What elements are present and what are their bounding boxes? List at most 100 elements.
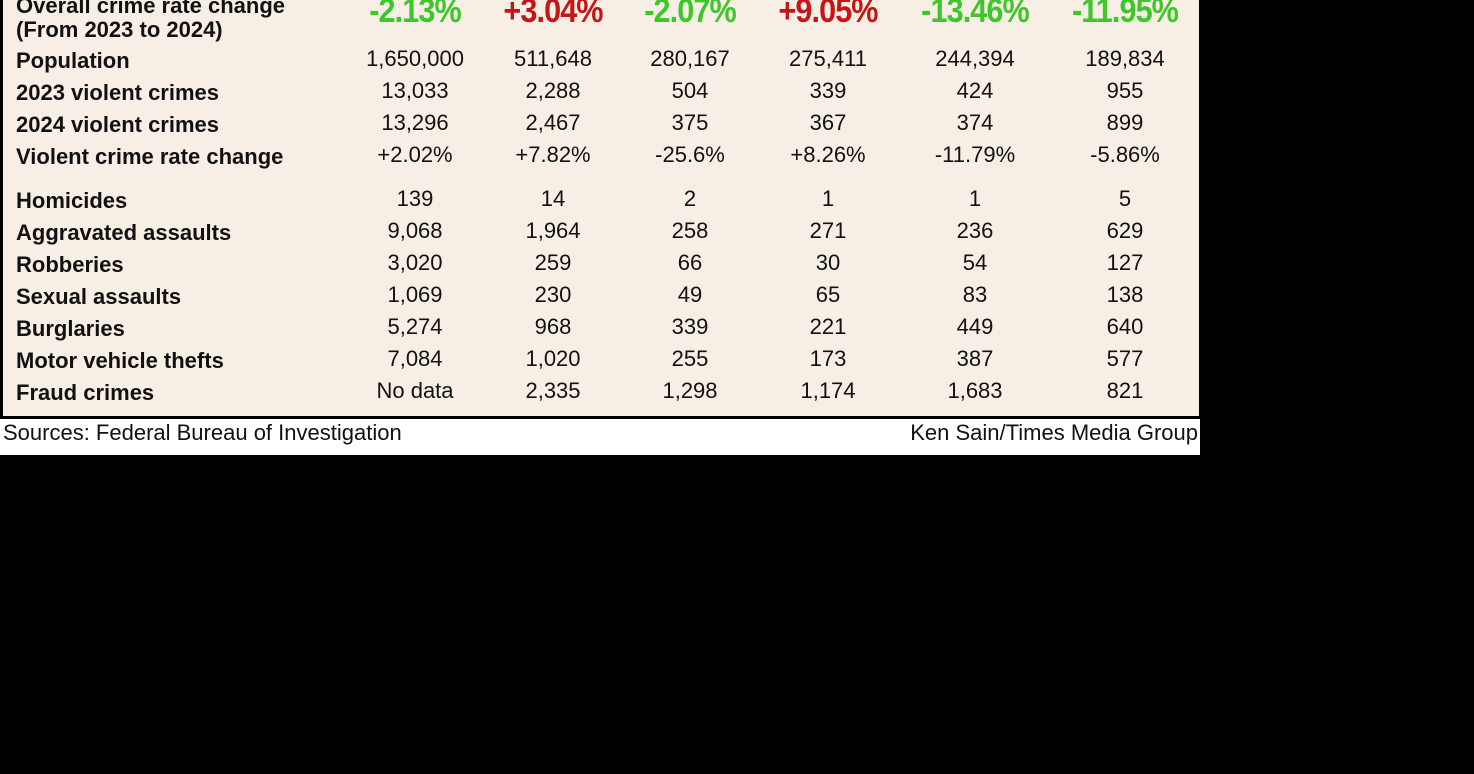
table-cell: 899: [1106, 110, 1144, 135]
table-cell: 1,298: [662, 378, 718, 403]
table-cell: 1,069: [387, 282, 443, 307]
table-cell: 449: [956, 314, 994, 339]
row-label: 2024 violent crimes: [16, 112, 220, 137]
row-label: Aggravated assaults: [16, 220, 232, 245]
table-cell: 271: [809, 218, 847, 243]
table-row: Population 1,650,000 511,648 280,167 275,411…: [3, 46, 1199, 82]
table-row: Homicides 139 14 2 1 1 5: [3, 186, 1199, 222]
table-cell: 821: [1106, 378, 1144, 403]
row-label: 2023 violent crimes: [16, 80, 220, 105]
overall-change-value: -11.95%: [1072, 0, 1179, 30]
table-row: 2024 violent crimes 13,296 2,467 375 367 374 8…: [3, 110, 1199, 146]
table-cell: 65: [815, 282, 841, 307]
row-label: Motor vehicle thefts: [16, 348, 224, 373]
table-cell: 2,467: [525, 110, 581, 135]
table-cell: +2.02%: [377, 142, 453, 167]
table-cell: 258: [671, 218, 709, 243]
table-cell: 244,394: [935, 46, 1015, 71]
row-label: Burglaries: [16, 316, 125, 341]
table-cell: 13,296: [381, 110, 449, 135]
table-cell: 54: [962, 250, 988, 275]
table-cell: 955: [1106, 78, 1144, 103]
table-cell: 339: [671, 314, 709, 339]
table-cell: 374: [956, 110, 994, 135]
table-cell: 14: [540, 186, 566, 211]
table-cell: 1,174: [800, 378, 856, 403]
table-cell: -25.6%: [655, 142, 725, 167]
overall-change-value: -13.46%: [921, 0, 1030, 30]
overall-change-value: -2.07%: [644, 0, 736, 30]
table-row: Violent crime rate change +2.02% +7.82% -25…: [3, 142, 1199, 178]
table-cell: 1,683: [947, 378, 1003, 403]
table-cell: 83: [962, 282, 988, 307]
table-cell: 1,650,000: [366, 46, 464, 71]
overall-change-label-line1: Overall crime rate change: [16, 0, 286, 18]
row-label: Robberies: [16, 252, 124, 277]
table-row: Motor vehicle thefts 7,084 1,020 255 173 387 5…: [3, 346, 1199, 382]
row-label: Fraud crimes: [16, 380, 155, 405]
table-cell: 577: [1106, 346, 1144, 371]
table-cell: +7.82%: [515, 142, 591, 167]
table-cell: 375: [671, 110, 709, 135]
table-cell: 255: [671, 346, 709, 371]
overall-change-value: -2.13%: [369, 0, 461, 30]
table-cell: 138: [1106, 282, 1144, 307]
row-label: Violent crime rate change: [16, 144, 284, 169]
table-row: Burglaries 5,274 968 339 221 449 640: [3, 314, 1199, 350]
overall-change-label: Overall crime rate change (From 2023 to …: [16, 0, 285, 42]
table-cell: 221: [809, 314, 847, 339]
table-cell: 629: [1106, 218, 1144, 243]
table-cell: 367: [809, 110, 847, 135]
table-cell: 2: [683, 186, 697, 211]
table-cell: 7,084: [387, 346, 443, 371]
table-cell: -11.79%: [934, 142, 1016, 167]
table-row: Robberies 3,020 259 66 30 54 127: [3, 250, 1199, 286]
overall-change-value: +9.05%: [778, 0, 878, 30]
footer: Sources: Federal Bureau of Investigation…: [0, 419, 1200, 455]
table-cell: 424: [956, 78, 994, 103]
table-cell: -5.86%: [1090, 142, 1160, 167]
table-cell: +8.26%: [790, 142, 866, 167]
table-cell: 66: [677, 250, 703, 275]
table-row: Aggravated assaults 9,068 1,964 258 271 236 62…: [3, 218, 1199, 254]
crime-table: Overall crime rate change (From 2023 to …: [0, 0, 1202, 419]
row-label: Sexual assaults: [16, 284, 182, 309]
table-cell: 189,834: [1085, 46, 1165, 71]
table-cell: 1,020: [525, 346, 581, 371]
table-cell: 2,288: [525, 78, 581, 103]
table-cell: 127: [1106, 250, 1144, 275]
table-cell: 968: [534, 314, 572, 339]
table-cell: 339: [809, 78, 847, 103]
table-cell: 275,411: [789, 46, 867, 71]
table-cell: 139: [396, 186, 434, 211]
table-cell: 387: [956, 346, 994, 371]
author-credit: Ken Sain/Times Media Group: [910, 420, 1198, 445]
table-cell: 5: [1118, 186, 1132, 211]
sources-credit: Sources: Federal Bureau of Investigation: [3, 420, 402, 445]
table-cell: No data: [376, 378, 454, 403]
table-cell: 280,167: [650, 46, 730, 71]
crime-statistics-graphic: Overall crime rate change (From 2023 to …: [0, 0, 1202, 455]
table-cell: 5,274: [387, 314, 443, 339]
table-cell: 2,335: [525, 378, 581, 403]
table-cell: 1: [821, 186, 835, 211]
table-cell: 3,020: [387, 250, 443, 275]
table-cell: 30: [815, 250, 841, 275]
table-row: Fraud crimes No data 2,335 1,298 1,174 1,683 8…: [3, 378, 1199, 414]
overall-change-label-line2: (From 2023 to 2024): [16, 17, 223, 42]
row-label: Homicides: [16, 188, 128, 213]
table-cell: 504: [671, 78, 709, 103]
table-cell: 230: [534, 282, 572, 307]
table-cell: 173: [809, 346, 847, 371]
table-cell: 640: [1106, 314, 1144, 339]
table-cell: 9,068: [387, 218, 443, 243]
table-cell: 49: [677, 282, 703, 307]
overall-change-value: +3.04%: [503, 0, 603, 30]
table-cell: 259: [534, 250, 572, 275]
table-row: 2023 violent crimes 13,033 2,288 504 339 424 9…: [3, 78, 1199, 114]
table-cell: 511,648: [514, 46, 592, 71]
table-cell: 13,033: [381, 78, 449, 103]
table-cell: 1: [968, 186, 982, 211]
table-row: Sexual assaults 1,069 230 49 65 83 138: [3, 282, 1199, 318]
table-cell: 236: [956, 218, 994, 243]
